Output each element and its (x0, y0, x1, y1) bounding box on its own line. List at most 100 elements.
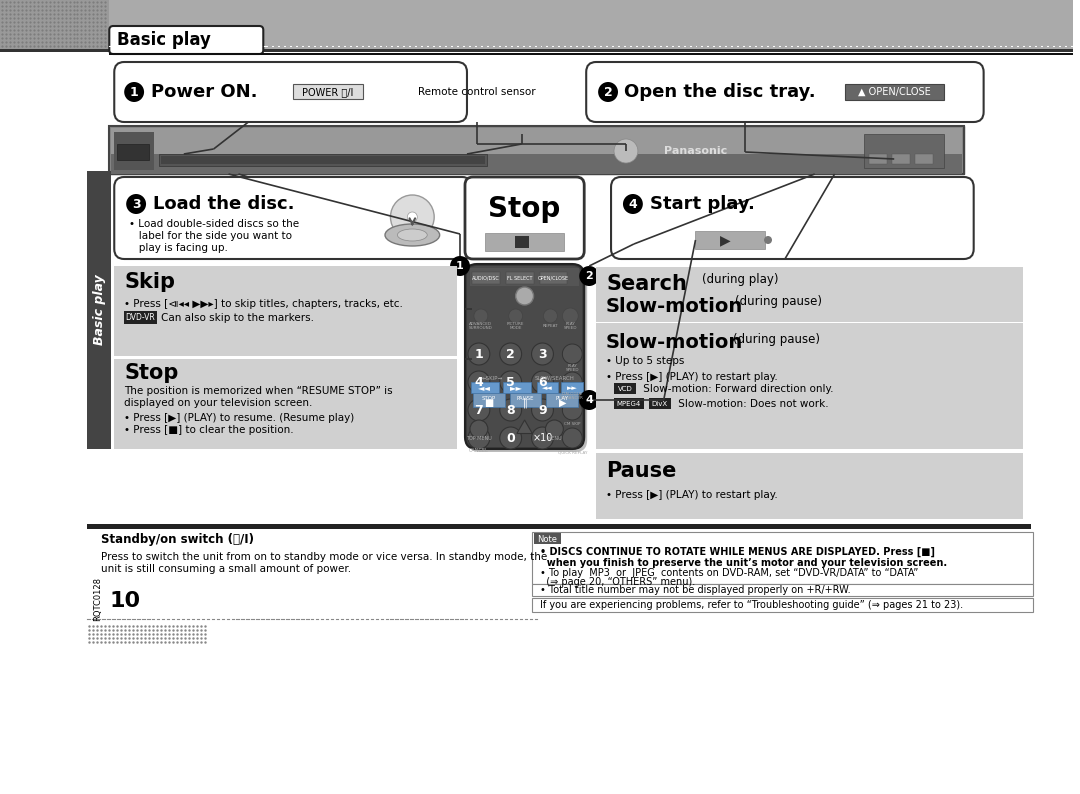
Text: 8: 8 (507, 403, 515, 417)
Bar (111, 154, 962, 174)
Text: • Total title number may not be displayed properly on +R/+RW.: • Total title number may not be displaye… (540, 585, 850, 595)
Circle shape (468, 427, 490, 449)
Text: ►►: ►► (567, 385, 578, 391)
FancyBboxPatch shape (468, 267, 588, 452)
Bar (109, 126, 963, 174)
Text: Press to switch the unit from on to standby mode or vice versa. In standby mode,: Press to switch the unit from on to stan… (102, 552, 548, 562)
Text: • Load double-sided discs so the: • Load double-sided discs so the (130, 219, 299, 229)
Text: 3: 3 (132, 198, 140, 210)
Text: 10: 10 (109, 591, 140, 611)
Circle shape (450, 256, 470, 276)
Text: MENU: MENU (548, 437, 562, 441)
Circle shape (563, 344, 582, 364)
Text: ×10: ×10 (532, 433, 553, 443)
Bar (503, 382, 530, 393)
Text: • Press [▶] (PLAY) to restart play.: • Press [▶] (PLAY) to restart play. (606, 490, 778, 500)
Text: PICTURE
MODE: PICTURE MODE (507, 322, 525, 330)
Text: play is facing up.: play is facing up. (130, 243, 228, 253)
Bar (562, 382, 583, 393)
Circle shape (500, 427, 522, 449)
Bar (596, 323, 1024, 449)
Bar (114, 132, 154, 170)
Text: 9: 9 (538, 403, 546, 417)
Bar (531, 598, 1034, 612)
Text: CANCEL: CANCEL (469, 448, 489, 453)
Text: • Press [▶] (PLAY) to restart play.: • Press [▶] (PLAY) to restart play. (606, 372, 778, 382)
Bar (531, 532, 1034, 584)
Bar (537, 382, 558, 393)
Text: ■: ■ (484, 398, 494, 408)
Circle shape (579, 390, 599, 410)
Text: PLAY
SPEED: PLAY SPEED (566, 364, 579, 372)
Text: QUICK REPLAY: QUICK REPLAY (557, 450, 588, 454)
Text: 1: 1 (456, 261, 464, 271)
Bar (87, 524, 1031, 529)
Text: 0: 0 (507, 431, 515, 445)
Text: (during play): (during play) (702, 273, 779, 287)
Text: 1: 1 (474, 348, 483, 360)
Text: ►►: ►► (510, 384, 523, 392)
Bar (505, 272, 534, 284)
Text: 2: 2 (507, 348, 515, 360)
Text: 6: 6 (538, 376, 546, 388)
Text: (during pause): (during pause) (735, 295, 822, 309)
FancyBboxPatch shape (611, 177, 974, 259)
Text: when you finish to preserve the unit’s motor and your television screen.: when you finish to preserve the unit’s m… (540, 558, 947, 568)
Circle shape (531, 371, 553, 393)
Circle shape (563, 372, 582, 392)
Text: unit is still consuming a small amount of power.: unit is still consuming a small amount o… (102, 564, 351, 574)
Circle shape (764, 236, 772, 244)
Bar (845, 84, 944, 100)
Text: Stop: Stop (488, 195, 561, 223)
Text: If you are experiencing problems, refer to “Troubleshooting guide” (⇒ pages 21 t: If you are experiencing problems, refer … (540, 600, 962, 610)
Bar (546, 393, 578, 407)
Bar (124, 311, 157, 324)
Text: Load the disc.: Load the disc. (153, 195, 295, 213)
Text: 4: 4 (629, 198, 637, 210)
Bar (892, 154, 910, 164)
Circle shape (391, 195, 434, 239)
Circle shape (509, 309, 523, 323)
Bar (109, 126, 963, 174)
Bar (109, 53, 1074, 55)
Bar (0, 49, 1074, 52)
Bar (915, 154, 933, 164)
Text: PLAY: PLAY (556, 395, 569, 400)
Text: ←SKIP→: ←SKIP→ (483, 376, 503, 380)
Text: RQTC0128: RQTC0128 (93, 577, 102, 621)
Text: ADVANCED
SURROUND: ADVANCED SURROUND (469, 322, 492, 330)
Text: DIALOGUE
ENHANCER: DIALOGUE ENHANCER (561, 391, 583, 400)
Bar (293, 84, 363, 99)
FancyBboxPatch shape (465, 177, 584, 259)
Text: label for the side you want to: label for the side you want to (130, 231, 293, 241)
Text: 3: 3 (538, 348, 546, 360)
Circle shape (515, 287, 534, 305)
Text: Start play.: Start play. (650, 195, 755, 213)
Bar (114, 359, 457, 449)
Bar (615, 383, 636, 394)
Circle shape (563, 428, 582, 448)
Text: Stop: Stop (124, 363, 178, 383)
Text: Slow-motion: Does not work.: Slow-motion: Does not work. (675, 399, 828, 409)
Circle shape (543, 309, 557, 323)
Text: ▶: ▶ (558, 398, 566, 408)
Text: Basic play: Basic play (118, 31, 211, 49)
Circle shape (623, 194, 643, 214)
Text: Skip: Skip (124, 272, 175, 292)
Text: 4: 4 (585, 395, 593, 405)
Ellipse shape (384, 224, 440, 246)
Bar (161, 156, 485, 164)
Bar (615, 398, 644, 409)
Text: • To play  MP3  or  JPEG  contents on DVD-RAM, set “DVD-VR/DATA” to “DATA”: • To play MP3 or JPEG contents on DVD-RA… (540, 568, 918, 578)
Text: Basic play: Basic play (93, 275, 106, 345)
Text: 1: 1 (130, 86, 138, 98)
Text: PLAY
SPEED: PLAY SPEED (564, 322, 577, 330)
Bar (485, 233, 565, 251)
Circle shape (531, 343, 553, 365)
Circle shape (500, 371, 522, 393)
Text: 2: 2 (604, 86, 612, 98)
Text: Remote control sensor: Remote control sensor (418, 87, 536, 97)
Text: SLOW/SEARCH: SLOW/SEARCH (535, 376, 575, 380)
Bar (114, 266, 457, 356)
Bar (696, 231, 765, 249)
